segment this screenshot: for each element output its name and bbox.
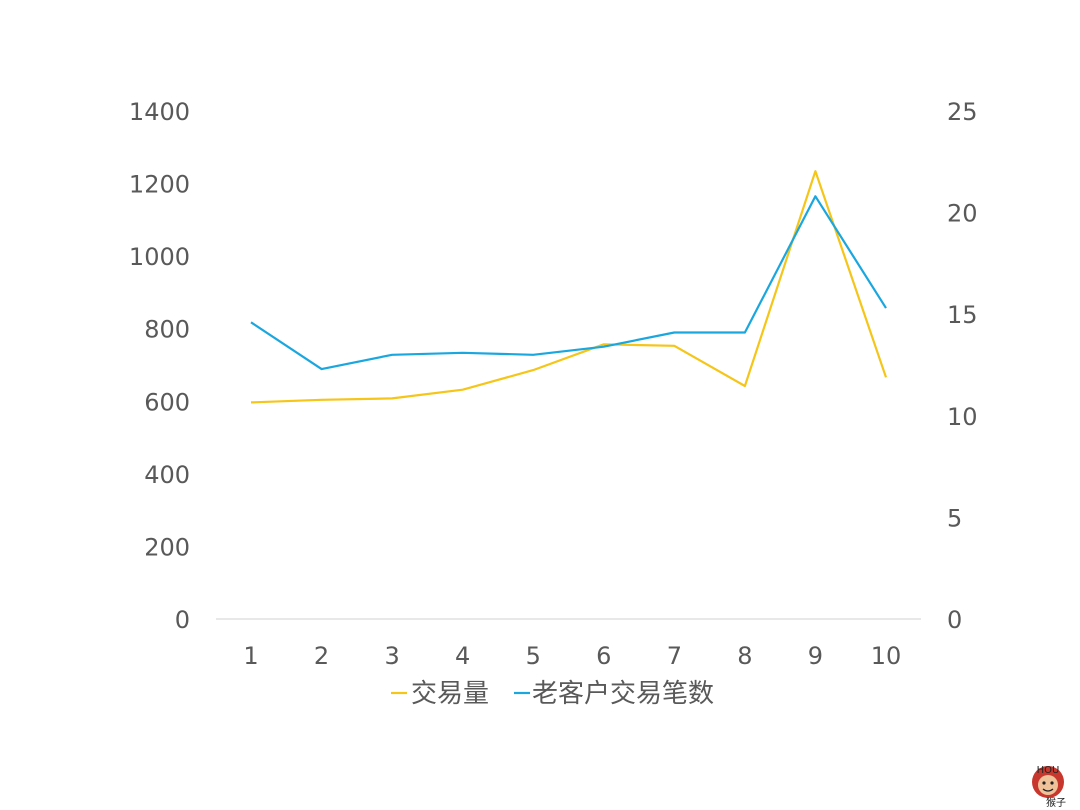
right-y-tick-label: 5 — [947, 504, 962, 532]
series-line-2 — [250, 195, 887, 371]
logo-caption: 猴子 — [1046, 796, 1066, 808]
x-axis: 1 2 3 4 5 6 7 8 9 10 — [243, 642, 901, 670]
logo-badge: HOU — [1037, 765, 1060, 776]
right-y-tick-label: 0 — [947, 606, 962, 634]
x-tick-label: 4 — [455, 642, 470, 670]
x-tick-label: 3 — [384, 642, 399, 670]
left-y-tick-label: 1000 — [129, 243, 190, 271]
x-tick-label: 7 — [667, 642, 682, 670]
legend: 交易量 老客户交易笔数 — [391, 679, 714, 709]
monkey-logo-icon: HOU 猴子 — [1032, 765, 1066, 808]
left-y-axis: 0 200 400 600 800 1000 1200 1400 — [129, 98, 190, 634]
x-tick-label: 9 — [808, 642, 823, 670]
x-tick-label: 2 — [314, 642, 329, 670]
right-y-tick-label: 25 — [947, 98, 978, 126]
right-y-axis: 0 5 10 15 20 25 — [947, 98, 978, 634]
right-y-tick-label: 15 — [947, 301, 978, 329]
x-tick-label: 10 — [871, 642, 902, 670]
legend-label: 老客户交易笔数 — [532, 679, 714, 709]
left-y-tick-label: 1400 — [129, 98, 190, 126]
series-layer — [250, 170, 888, 404]
right-y-tick-label: 10 — [947, 403, 978, 431]
x-tick-label: 1 — [243, 642, 258, 670]
left-y-tick-label: 800 — [144, 316, 190, 344]
left-y-tick-label: 1200 — [129, 171, 190, 199]
series-line-1 — [250, 170, 888, 404]
left-y-tick-label: 0 — [175, 606, 190, 634]
x-tick-label: 5 — [526, 642, 541, 670]
left-y-tick-label: 400 — [144, 461, 190, 489]
x-tick-label: 6 — [596, 642, 611, 670]
right-y-tick-label: 20 — [947, 200, 978, 228]
left-y-tick-label: 200 — [144, 533, 190, 561]
x-tick-label: 8 — [737, 642, 752, 670]
legend-label: 交易量 — [411, 679, 489, 709]
left-y-tick-label: 600 — [144, 388, 190, 416]
